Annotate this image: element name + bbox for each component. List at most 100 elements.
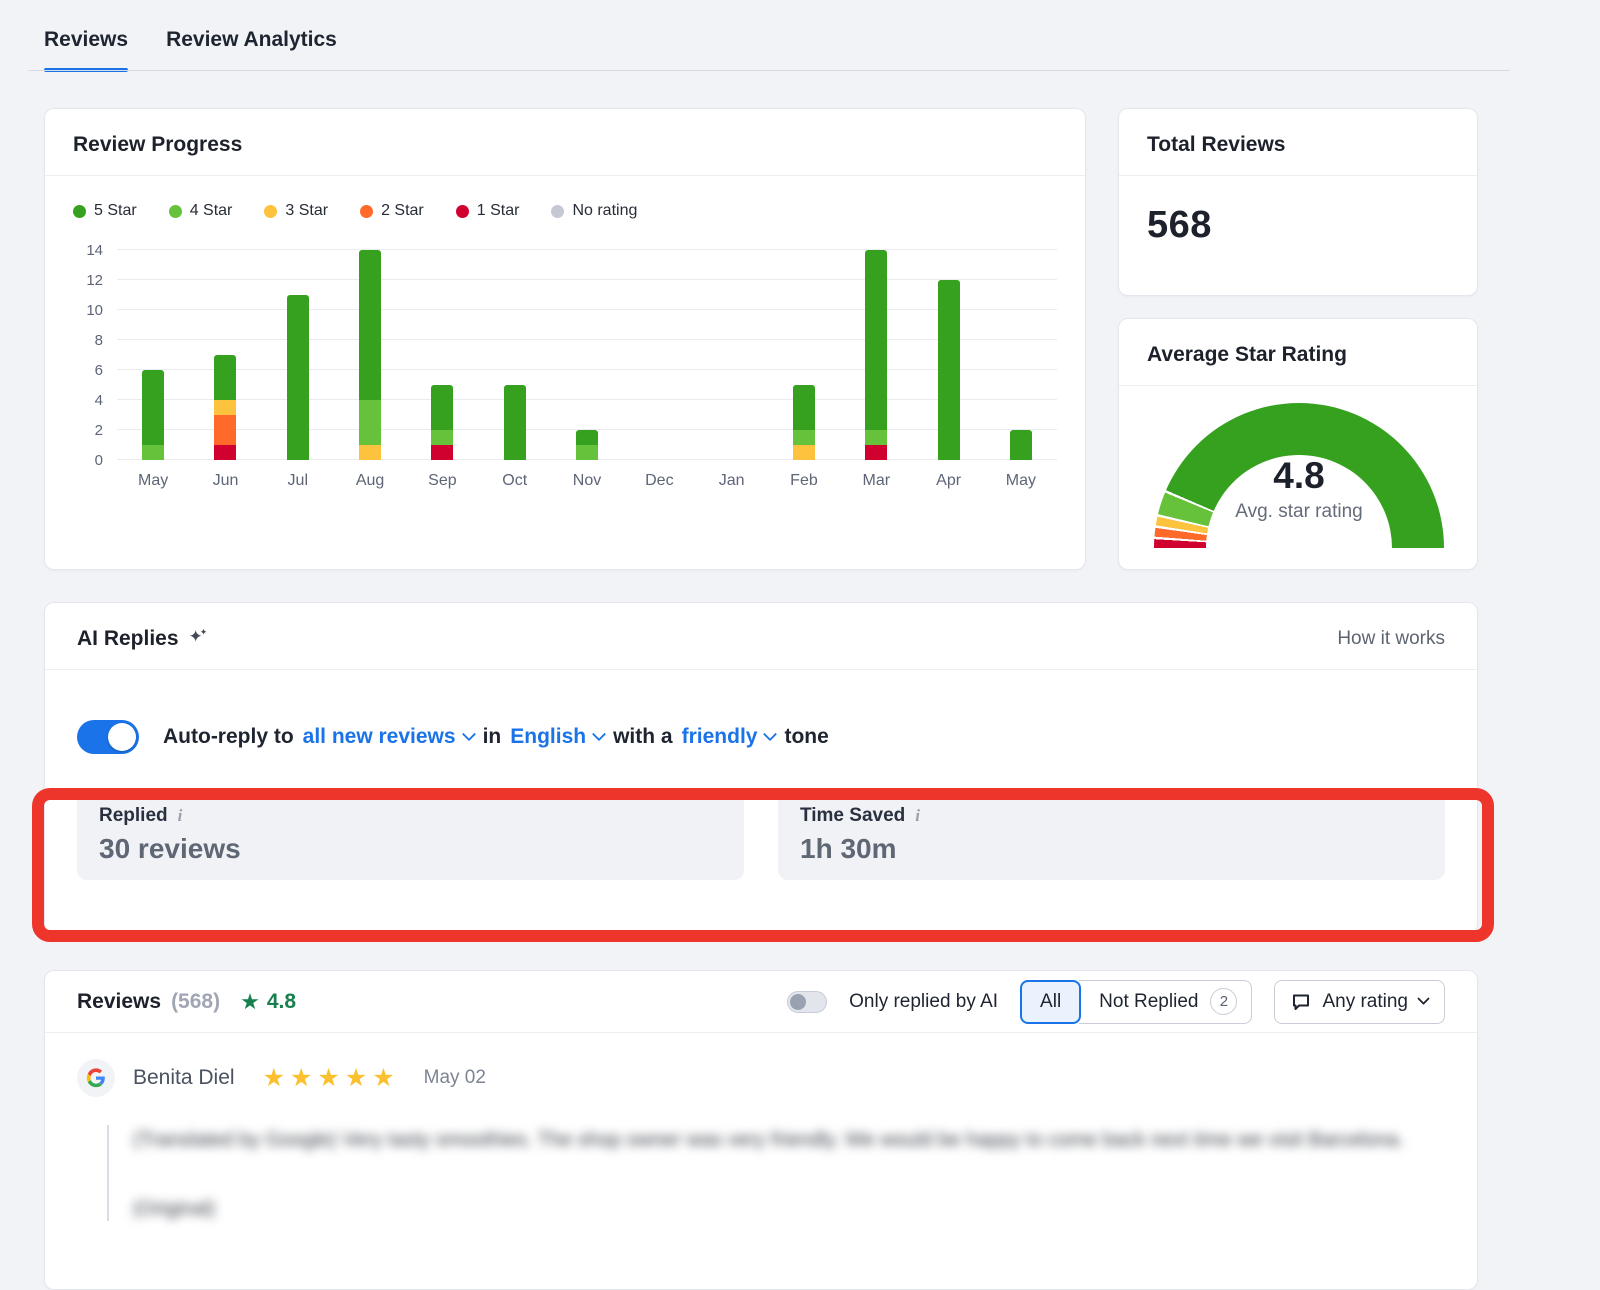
review-text-blurred: (Translated by Google) Very tasty smooth…	[133, 1129, 1404, 1151]
bar-segment-3-star	[792, 445, 815, 460]
x-tick-label: Jul	[287, 472, 308, 489]
bar-segment-4-star	[792, 430, 815, 445]
bar-mar-10	[840, 250, 912, 460]
gridline	[117, 279, 1057, 280]
google-source-icon	[77, 1059, 115, 1097]
legend-dot	[264, 204, 278, 218]
chevron-down-icon	[592, 727, 607, 742]
ai-replies-card: AI Replies ✦✦ How it works Auto-reply to…	[44, 602, 1478, 934]
y-tick-label: 6	[94, 362, 103, 379]
tone-dropdown[interactable]: friendly	[682, 725, 778, 749]
filter-all-button[interactable]: All	[1020, 979, 1082, 1024]
auto-reply-text-1: Auto-reply to	[163, 725, 294, 748]
legend-label: 3 Star	[285, 202, 329, 219]
bar-segment-5-star	[214, 355, 237, 400]
chart-plot-area	[117, 249, 1057, 460]
bar-may-0	[117, 250, 189, 460]
legend-label: 1 Star	[476, 202, 520, 219]
y-tick-label: 14	[86, 242, 103, 259]
review-author: Benita Diel	[133, 1066, 235, 1089]
bar-segment-5-star	[503, 385, 526, 460]
review-list-item: Benita Diel ★★★★★ May 02	[77, 1059, 1445, 1097]
x-tick-label: Sep	[428, 472, 457, 489]
legend-dot	[168, 204, 182, 218]
info-icon[interactable]: i	[915, 806, 920, 825]
auto-reply-toggle[interactable]	[77, 720, 139, 754]
toggle-knob	[790, 993, 807, 1010]
legend-dot	[73, 204, 86, 218]
tab-reviews[interactable]: Reviews	[44, 28, 129, 72]
reviews-dashboard-page: Reviews Review Analytics Review Progress…	[28, 28, 1510, 1290]
gridline	[117, 399, 1057, 400]
replied-value: 30 reviews	[99, 833, 241, 864]
tab-review-analytics[interactable]: Review Analytics	[166, 28, 337, 72]
how-it-works-link[interactable]: How it works	[1337, 628, 1445, 649]
bar-segment-1-star	[431, 445, 454, 460]
x-tick-label: Dec	[645, 472, 674, 489]
info-icon[interactable]: i	[177, 806, 183, 825]
gridline	[117, 249, 1057, 250]
chevron-down-icon	[1417, 992, 1430, 1006]
chevron-down-icon	[763, 727, 778, 742]
bar-feb-9	[768, 250, 840, 460]
ai-replies-title: AI Replies	[77, 627, 179, 650]
legend-label: 5 Star	[94, 202, 137, 219]
bar-segment-5-star	[937, 280, 960, 460]
bar-segment-5-star	[1009, 430, 1032, 460]
bar-segment-5-star	[576, 430, 599, 445]
average-rating-caption: Avg. star rating	[1235, 501, 1363, 522]
average-star-rating-title: Average Star Rating	[1147, 343, 1347, 366]
legend-label: 2 Star	[381, 202, 424, 219]
bar-segment-5-star	[792, 385, 815, 430]
auto-reply-text-3: with a	[613, 725, 673, 748]
legend-dot	[551, 204, 565, 218]
star-icon: ★	[240, 988, 260, 1014]
legend-dot	[360, 204, 374, 218]
only-replied-by-ai-label: Only replied by AI	[849, 990, 999, 1012]
bar-segment-4-star	[359, 400, 382, 445]
bar-segment-2-star	[214, 415, 237, 445]
time-saved-stat-box: Time Saved i 1h 30m	[778, 790, 1445, 880]
bar-segment-5-star	[865, 250, 888, 430]
chevron-down-icon	[461, 727, 476, 742]
bar-may-12	[985, 250, 1057, 460]
filter-not-replied-button[interactable]: Not Replied 2	[1079, 979, 1253, 1024]
total-reviews-title: Total Reviews	[1147, 133, 1286, 156]
reviews-scope-dropdown[interactable]: all new reviews	[303, 725, 476, 749]
legend-item-5-star: 5 Star	[73, 202, 137, 220]
toggle-knob	[108, 723, 136, 751]
y-tick-label: 4	[94, 392, 103, 409]
review-quote-block: (Translated by Google) Very tasty smooth…	[107, 1125, 1445, 1221]
bar-sep-4	[406, 250, 478, 460]
rating-filter-dropdown[interactable]: Any rating	[1274, 979, 1445, 1024]
x-tick-label: Feb	[790, 472, 818, 489]
bar-segment-4-star	[142, 445, 165, 460]
tab-bar: Reviews Review Analytics	[44, 28, 337, 72]
only-replied-by-ai-toggle[interactable]	[787, 990, 828, 1013]
bar-segment-5-star	[431, 385, 454, 430]
bar-segment-3-star	[359, 445, 382, 460]
gridline	[117, 309, 1057, 310]
replied-label: Replied	[99, 805, 168, 826]
reviews-average-rating: ★ 4.8	[240, 988, 297, 1014]
language-dropdown[interactable]: English	[510, 725, 607, 749]
bar-segment-1-star	[865, 445, 888, 460]
legend-item-1-star: 1 Star	[455, 202, 520, 220]
time-saved-label: Time Saved	[800, 805, 906, 826]
gridline	[117, 429, 1057, 430]
replied-filter-segmented: All Not Replied 2	[1020, 979, 1253, 1024]
bar-jul-2	[262, 250, 334, 460]
auto-reply-text-2: in	[482, 725, 502, 748]
y-tick-label: 0	[94, 452, 103, 469]
review-stars: ★★★★★	[262, 1064, 400, 1092]
bar-oct-5	[479, 250, 551, 460]
legend-item-3-star: 3 Star	[264, 202, 328, 220]
average-rating-gauge: 4.8 Avg. star rating	[1154, 403, 1444, 549]
y-tick-label: 12	[86, 272, 103, 289]
bar-segment-5-star	[142, 370, 165, 445]
tab-reviews-label: Reviews	[44, 28, 129, 51]
y-tick-label: 2	[94, 422, 103, 439]
bar-segment-4-star	[865, 430, 888, 445]
y-tick-label: 8	[94, 332, 103, 349]
reviews-list-card: Reviews (568) ★ 4.8 Only replied by AI A…	[44, 970, 1478, 1290]
